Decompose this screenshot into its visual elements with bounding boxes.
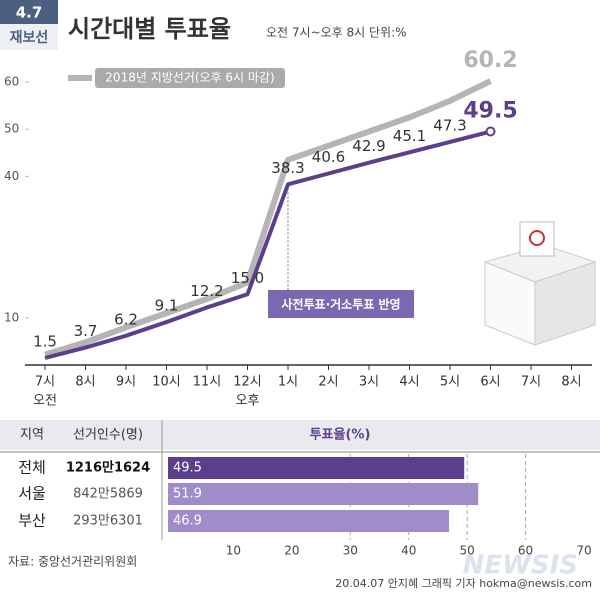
voters: 842만5869 bbox=[73, 487, 143, 502]
bar bbox=[168, 457, 465, 479]
x-sublabel: 오전 bbox=[33, 394, 57, 409]
voters: 1216만1624 bbox=[66, 460, 150, 476]
x-tick-label: 9시 bbox=[116, 375, 136, 390]
data-label: 12.2 bbox=[190, 282, 223, 300]
data-label: 49.5 bbox=[463, 99, 517, 124]
x-tick-label: 20 bbox=[284, 544, 299, 558]
x-tick-label: 3시 bbox=[359, 375, 379, 390]
column-header: 선거인수(명) bbox=[73, 428, 143, 443]
x-tick-label: 7시 bbox=[35, 375, 55, 390]
x-tick-label: 8시 bbox=[561, 375, 581, 390]
data-label: 3.7 bbox=[74, 322, 98, 340]
legend-label: 2018년 지방선거(오후 6시 마감) bbox=[105, 71, 274, 85]
credit: 20.04.07 안지혜 그래픽 기자 hokma@newsis.com bbox=[335, 577, 592, 590]
y-tick-label: 40 bbox=[4, 169, 19, 183]
x-tick-label: 10 bbox=[226, 544, 241, 558]
data-label: 40.6 bbox=[312, 148, 345, 166]
y-tick-label: 50 bbox=[4, 122, 19, 136]
column-header: 지역 bbox=[20, 428, 44, 443]
badge-top-bg bbox=[0, 0, 58, 24]
annotation-bg bbox=[268, 290, 414, 318]
data-label: 38.3 bbox=[271, 159, 304, 177]
x-tick-label: 60 bbox=[518, 544, 533, 558]
x-tick-label: 40 bbox=[401, 544, 416, 558]
voters: 293만6301 bbox=[73, 514, 143, 529]
x-tick-label: 1시 bbox=[278, 375, 298, 390]
legend-bg bbox=[95, 68, 285, 88]
title: 시간대별 투표율 bbox=[68, 15, 231, 43]
x-tick-label: 10시 bbox=[152, 375, 181, 390]
bar-label: 49.5 bbox=[173, 461, 202, 476]
bar bbox=[168, 510, 450, 532]
x-tick-label: 2시 bbox=[318, 375, 338, 390]
bar-label: 51.9 bbox=[173, 487, 202, 502]
bar bbox=[168, 483, 479, 505]
badge-bottom: 재보선 bbox=[10, 30, 49, 46]
data-label: 45.1 bbox=[393, 127, 426, 145]
x-tick-label: 12시 bbox=[233, 375, 262, 390]
region: 서울 bbox=[18, 485, 46, 503]
badge-bottom-bg bbox=[0, 24, 58, 50]
x-sublabel: 오후 bbox=[236, 394, 260, 409]
y-tick-label: 60 bbox=[4, 75, 19, 89]
data-label: 6.2 bbox=[114, 310, 138, 328]
x-tick-label: 6시 bbox=[480, 375, 500, 390]
x-tick-label: 30 bbox=[343, 544, 358, 558]
end-point bbox=[485, 126, 496, 137]
watermark: NEWSIS bbox=[463, 551, 578, 581]
data-label: 47.3 bbox=[433, 116, 466, 134]
y-tick-label: 10 bbox=[4, 310, 19, 324]
subtitle: 오전 7시~오후 8시 단위:% bbox=[266, 26, 407, 40]
data-label: 60.2 bbox=[463, 48, 517, 73]
data-label: 42.9 bbox=[352, 137, 385, 155]
data-label: 9.1 bbox=[155, 297, 179, 315]
x-tick-label: 7시 bbox=[521, 375, 541, 390]
region: 부산 bbox=[18, 512, 46, 530]
table-header-bg bbox=[0, 420, 600, 450]
series-line bbox=[44, 78, 492, 358]
data-label: 15.0 bbox=[231, 269, 264, 287]
x-tick-label: 4시 bbox=[399, 375, 419, 390]
bar-label: 46.9 bbox=[173, 514, 202, 529]
x-tick-label: 8시 bbox=[75, 375, 95, 390]
annotation: 사전투표·거소투표 반영 bbox=[281, 297, 400, 312]
badge-top: 4.7 bbox=[16, 4, 43, 22]
data-label: 1.5 bbox=[33, 332, 57, 350]
x-tick-label: 11시 bbox=[193, 375, 222, 390]
series-line bbox=[44, 129, 491, 360]
x-tick-label: 50 bbox=[460, 544, 475, 558]
source: 자료: 중앙선거관리위원회 bbox=[8, 555, 137, 569]
region: 전체 bbox=[18, 459, 46, 477]
ballot-box bbox=[483, 221, 597, 346]
column-header: 투표율(%) bbox=[310, 427, 371, 443]
x-tick-label: 5시 bbox=[440, 375, 460, 390]
x-tick-label: 70 bbox=[576, 544, 591, 558]
